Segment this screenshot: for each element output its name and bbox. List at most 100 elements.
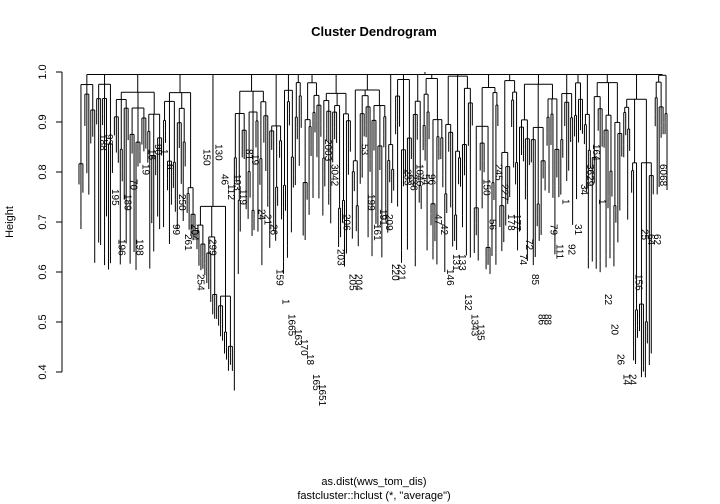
leaf-label: 70 bbox=[127, 179, 138, 191]
leaf-label: 233 bbox=[401, 169, 412, 186]
leaf-label: 203 bbox=[334, 249, 345, 266]
y-axis: 0.4 0.5 0.6 0.7 0.8 0.9 1.0 bbox=[37, 64, 63, 380]
leaf-label: 6 bbox=[164, 164, 175, 170]
leaf-label: 199 bbox=[365, 194, 376, 211]
leaf-label: 161 bbox=[371, 224, 382, 241]
leaf-label: 135 bbox=[474, 324, 485, 341]
leaf-label: 196 bbox=[115, 239, 126, 256]
leaf-label: 130 bbox=[213, 144, 224, 161]
leaf-label: 1651 bbox=[316, 384, 327, 407]
leaf-label: 227 bbox=[499, 184, 510, 201]
leaf-label: 146 bbox=[444, 269, 455, 286]
leaf-label: 204 bbox=[353, 274, 364, 291]
leaf-label: 1 bbox=[596, 199, 607, 205]
leaf-label: 22 bbox=[602, 294, 613, 306]
leaf-label: 86 bbox=[535, 314, 546, 326]
leaf-label: 81 bbox=[243, 149, 254, 161]
leaf-label: 72 bbox=[523, 239, 534, 251]
leaf-label: 90 bbox=[152, 144, 163, 156]
leaf-label: 245 bbox=[493, 164, 504, 181]
leaf-label: 1046 bbox=[414, 164, 425, 187]
y-axis-label: Height bbox=[4, 206, 16, 238]
leaf-label: 299 bbox=[207, 239, 218, 256]
leaf-label: 150 bbox=[480, 179, 491, 196]
leaf-label: 156 bbox=[633, 274, 644, 291]
leaf-label: 93 bbox=[103, 134, 114, 146]
leaf-label: 24 bbox=[255, 209, 266, 221]
leaf-label: 1 bbox=[560, 199, 571, 205]
leaf-label: 47 bbox=[432, 214, 443, 226]
leaf-label: 21 bbox=[261, 214, 272, 226]
leaf-label: 96 bbox=[426, 174, 437, 186]
leaf-label: 178 bbox=[505, 214, 516, 231]
leaf-label: 6068 bbox=[657, 164, 668, 187]
leaf-label: 3629 bbox=[584, 164, 595, 187]
leaf-label: 64 bbox=[645, 234, 656, 246]
leaf-label: 133 bbox=[456, 254, 467, 271]
y-tick-label: 0.5 bbox=[37, 314, 49, 329]
leaf-label: 14 bbox=[620, 374, 631, 386]
leaf-label: 131 bbox=[450, 254, 461, 271]
leaf-label: 56 bbox=[487, 219, 498, 231]
leaf-label: 220 bbox=[389, 264, 400, 281]
leaf-label: 54 bbox=[420, 174, 431, 186]
y-tick-label: 1.0 bbox=[37, 64, 49, 79]
leaf-label: 165 bbox=[310, 374, 321, 391]
chart-subtitle: fastcluster::hclust (*, "average") bbox=[297, 490, 450, 502]
leaf-label: 53 bbox=[359, 144, 370, 156]
leaf-label: 1665 bbox=[286, 314, 297, 337]
leaf-label: 111 bbox=[554, 244, 565, 260]
leaf-label: 34 bbox=[578, 184, 589, 196]
leaf-label: 188 bbox=[97, 134, 108, 151]
leaf-label: 3042 bbox=[328, 164, 339, 187]
leaf-label: 19 bbox=[140, 164, 151, 176]
leaf-label: 74 bbox=[517, 254, 528, 266]
y-tick-label: 0.6 bbox=[37, 264, 49, 279]
y-tick-label: 0.7 bbox=[37, 214, 49, 229]
leaf-label: 254 bbox=[194, 274, 205, 291]
leaf-label: 132 bbox=[462, 294, 473, 311]
leaf-label: 163 bbox=[292, 329, 303, 346]
leaf-label: 79 bbox=[547, 224, 558, 236]
leaf-label: 42 bbox=[438, 224, 449, 236]
leaf-label: 119 bbox=[237, 189, 248, 205]
leaf-label: 150 bbox=[200, 149, 211, 166]
leaf-label: 159 bbox=[274, 269, 285, 286]
leaf-label: 195 bbox=[109, 189, 120, 206]
y-tick-label: 0.4 bbox=[37, 364, 49, 379]
leaf-label: 177 bbox=[511, 214, 522, 231]
leaf-label: 170 bbox=[298, 339, 309, 356]
leaf-labels: 1889319519618970198191690169925026120425… bbox=[97, 134, 668, 407]
dendrogram-tree bbox=[78, 72, 668, 391]
leaf-label: 1 bbox=[280, 299, 291, 305]
leaf-label: 1 bbox=[158, 149, 169, 155]
leaf-label: 2003 bbox=[322, 139, 333, 162]
leaf-label: 31 bbox=[572, 224, 583, 236]
leaf-label: 1343 bbox=[468, 314, 479, 337]
leaf-label: 191 bbox=[377, 209, 388, 226]
leaf-label: 261 bbox=[182, 234, 193, 251]
leaf-label: 198 bbox=[134, 239, 145, 256]
leaf-label: 99 bbox=[170, 224, 181, 236]
leaf-label: 92 bbox=[566, 244, 577, 256]
leaf-label: 236 bbox=[407, 174, 418, 191]
leaf-label: 62 bbox=[651, 234, 662, 246]
leaf-label: 193 bbox=[231, 174, 242, 191]
leaf-label: 26 bbox=[267, 224, 278, 236]
leaf-label: 26 bbox=[614, 354, 625, 366]
leaf-label: 189 bbox=[121, 194, 132, 211]
leaf-label: 25 bbox=[639, 229, 650, 241]
leaf-label: 46 bbox=[219, 174, 230, 186]
leaf-label: 204 bbox=[188, 224, 199, 241]
leaf-label: 19 bbox=[249, 154, 260, 166]
leaf-label: 250 bbox=[176, 194, 187, 211]
leaf-label: 209 bbox=[383, 214, 394, 231]
leaf-label: 221 bbox=[395, 264, 406, 281]
y-tick-label: 0.8 bbox=[37, 164, 49, 179]
x-axis-label: as.dist(wws_tom_dis) bbox=[321, 476, 426, 488]
leaf-label: 206 bbox=[340, 214, 351, 231]
leaf-label: 112 bbox=[225, 184, 236, 200]
chart-title: Cluster Dendrogram bbox=[311, 24, 437, 39]
leaf-label: 18 bbox=[304, 354, 315, 366]
y-tick-label: 0.9 bbox=[37, 114, 49, 129]
